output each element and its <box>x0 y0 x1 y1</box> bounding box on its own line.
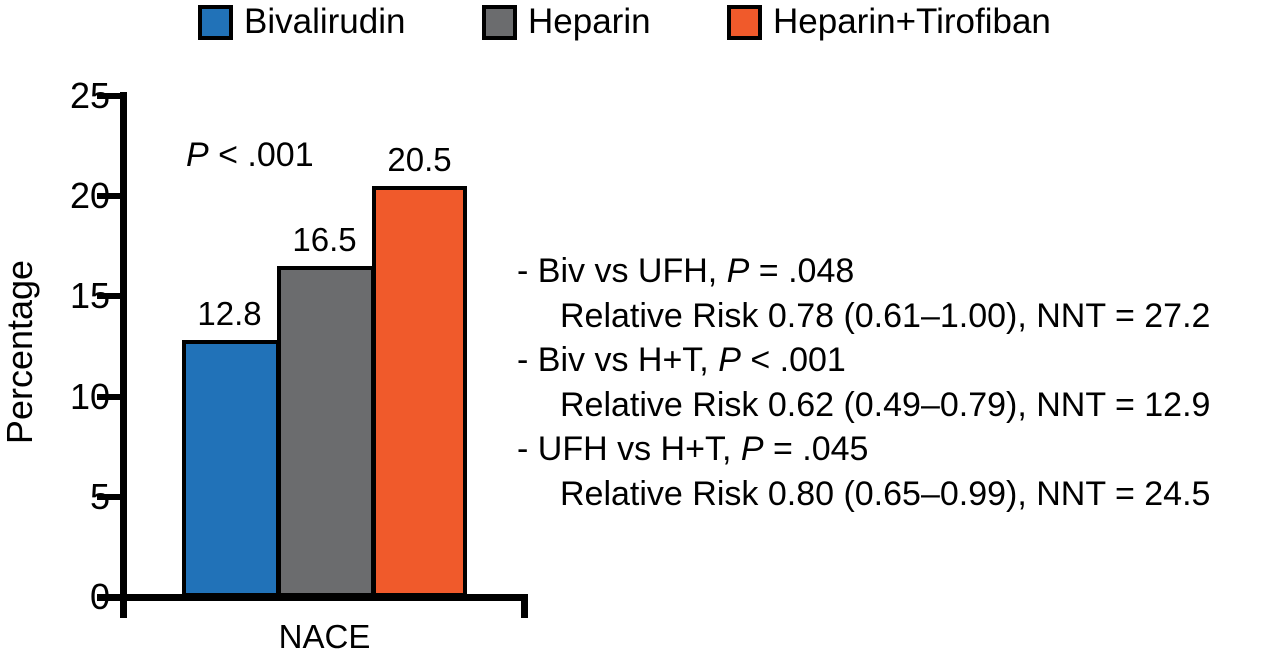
legend-item-heparin: Heparin <box>482 2 651 42</box>
y-tick <box>97 394 121 400</box>
y-tick-label: 15 <box>69 275 110 316</box>
y-tick <box>97 193 121 199</box>
bar-value-label: 16.5 <box>292 221 357 258</box>
bar <box>372 186 467 597</box>
legend-swatch <box>727 4 762 40</box>
y-tick <box>97 93 121 99</box>
bar-value-label: 20.5 <box>387 141 452 178</box>
legend-item-bivalirudin: Bivalirudin <box>198 2 405 42</box>
y-tick-label: 10 <box>69 376 110 417</box>
y-tick-label: 25 <box>69 75 110 116</box>
legend-label: Heparin <box>528 2 651 41</box>
x-axis-end-tick <box>521 594 528 618</box>
y-tick-label: 0 <box>89 576 110 617</box>
bar-value-label: 12.8 <box>197 295 262 332</box>
y-tick <box>97 293 121 299</box>
legend-swatch <box>198 4 233 40</box>
stat-line: Relative Risk 0.62 (0.49–0.79), NNT = 12… <box>560 385 1211 424</box>
y-tick <box>97 594 121 600</box>
y-tick-label: 20 <box>69 175 110 216</box>
stats-notes: - Biv vs UFH, P = .048 Relative Risk 0.7… <box>517 249 1210 516</box>
y-tick <box>97 494 121 500</box>
legend-label: Bivalirudin <box>244 2 406 41</box>
y-axis-line <box>120 92 127 618</box>
legend-swatch <box>482 4 517 40</box>
legend-item-heparin-tirofiban: Heparin+Tirofiban <box>727 2 1051 42</box>
legend-label: Heparin+Tirofiban <box>773 2 1051 41</box>
x-axis-category-label: NACE <box>278 618 371 655</box>
y-axis-title: Percentage <box>0 259 40 445</box>
stat-line: Relative Risk 0.80 (0.65–0.99), NNT = 24… <box>560 474 1211 513</box>
stat-line: - Biv vs H+T, P < .001 <box>517 341 846 379</box>
stat-line: Relative Risk 0.78 (0.61–1.00), NNT = 27… <box>560 296 1211 335</box>
p-symbol: P <box>186 136 209 174</box>
stat-line: - Biv vs UFH, P = .048 <box>517 252 855 290</box>
x-axis-line <box>97 594 528 601</box>
p-value-annotation: P < .001 <box>186 136 314 174</box>
bar <box>182 340 280 597</box>
y-tick-label: 5 <box>89 476 110 517</box>
bar <box>277 266 375 597</box>
stat-line: - UFH vs H+T, P = .045 <box>517 430 869 468</box>
